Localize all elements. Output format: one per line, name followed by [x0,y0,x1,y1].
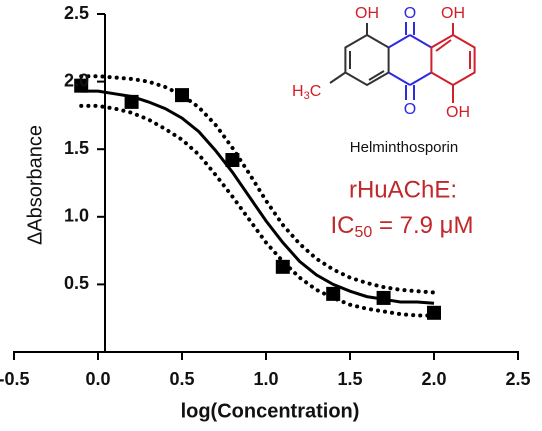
bond [388,71,411,86]
atom-labels: OH O OH O OH H3C [292,5,470,121]
y-tick-label: 2.0 [64,70,89,90]
ic50-prefix: IC [331,212,355,239]
bond [368,70,385,81]
atom-label: H [292,83,304,100]
x-tick-label: 1.0 [253,369,278,389]
data-point [427,305,441,320]
y-tick-label: 1.5 [64,138,89,158]
atom-label: 3 [304,90,310,102]
ic50-label: IC50 = 7.9 μM [331,212,474,241]
data-point [74,78,89,93]
atom-label: OH [446,104,470,121]
bond [435,39,452,52]
atom-label: OH [441,5,465,22]
ring-left [344,33,390,87]
compound-name: Helminthosporin [350,139,458,156]
y-tick-label: 1.0 [64,206,89,226]
fit-curve [81,89,435,305]
x-tick-label: -0.5 [0,369,30,389]
data-point [275,259,290,274]
x-tick-label: 0.0 [85,369,110,389]
bond [329,71,346,84]
atom-label: H3C [292,83,321,102]
y-axis-label: ΔAbsorbance [24,125,46,245]
confidence-band [79,103,436,318]
y-tick-label: 2.5 [64,3,89,23]
ic50-subscript: 50 [355,224,373,241]
y-tick-label: 0.5 [64,273,89,293]
x-tick-label: 2.0 [421,369,446,389]
data-point [225,153,240,168]
molecule [329,22,476,103]
bond [388,34,411,49]
x-tick-label: 2.5 [505,369,530,389]
atom-label: C [310,83,322,100]
bond [409,34,432,49]
plot-area [74,74,441,320]
enzyme-label: rHuAChE: [349,176,457,203]
confidence-band [79,74,436,295]
atom-label: O [404,5,416,22]
ic50-suffix: = 7.9 μM [372,212,473,239]
x-tick-label: 0.5 [169,369,194,389]
x-tick-label: 1.5 [337,369,362,389]
ring-right [430,33,476,87]
atom-label: O [404,101,416,118]
data-point [175,88,189,103]
atom-label: OH [355,5,379,22]
bond [409,71,432,86]
x-axis-label: log(Concentration) [181,400,360,422]
